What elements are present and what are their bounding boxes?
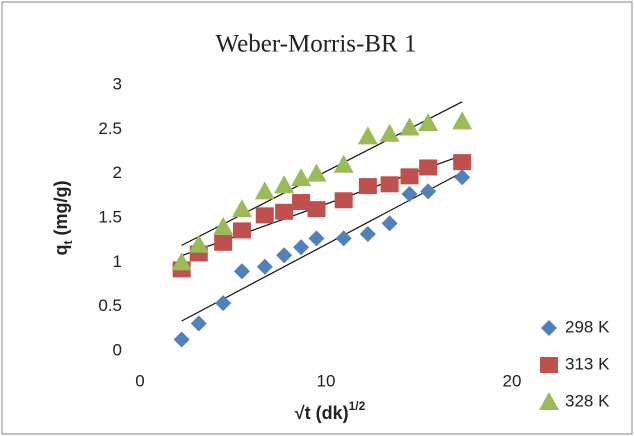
- x-label-sup: 1/2: [349, 399, 366, 413]
- legend-label: 328 K: [565, 391, 610, 410]
- marker-diamond: [276, 247, 293, 264]
- marker-diamond: [308, 230, 325, 247]
- marker-diamond: [190, 315, 207, 332]
- marker-square: [453, 154, 472, 171]
- marker-diamond: [454, 169, 471, 186]
- marker-triangle: [306, 163, 327, 182]
- marker-diamond: [401, 186, 418, 203]
- marker-square: [334, 192, 353, 209]
- chart-title: Weber-Morris-BR 1: [216, 31, 417, 58]
- y-tick-label: 3: [113, 74, 122, 93]
- marker-triangle: [399, 117, 420, 136]
- marker-diamond: [256, 258, 273, 275]
- marker-triangle: [274, 175, 295, 194]
- y-tick-label: 0.5: [98, 296, 122, 315]
- marker-diamond: [335, 230, 352, 247]
- x-tick-label: 20: [503, 371, 522, 390]
- marker-square: [232, 222, 251, 239]
- legend-label: 298 K: [565, 317, 610, 336]
- marker-diamond: [381, 215, 398, 232]
- marker-square: [214, 234, 233, 251]
- x-tick-label: 10: [317, 371, 336, 390]
- marker-triangle: [357, 126, 378, 145]
- marker-diamond: [173, 331, 190, 348]
- marker-diamond: [359, 225, 376, 242]
- marker-square: [400, 168, 419, 185]
- y-label-sub: t: [61, 241, 75, 245]
- marker-square: [275, 203, 294, 220]
- marker-square: [307, 201, 326, 218]
- marker-triangle: [539, 392, 559, 410]
- y-label-main: q: [51, 245, 71, 256]
- marker-square: [419, 159, 438, 176]
- y-tick-label: 2.5: [98, 119, 122, 138]
- legend-label: 313 K: [565, 354, 610, 373]
- y-tick-label: 1.5: [98, 207, 122, 226]
- y-tick-label: 1: [113, 252, 122, 271]
- marker-triangle: [231, 199, 252, 218]
- marker-triangle: [171, 252, 192, 271]
- x-label-main: √t (dk): [295, 403, 349, 423]
- y-tick-label: 0: [113, 340, 122, 359]
- marker-diamond: [420, 183, 437, 200]
- x-axis-label: √t (dk)1/2: [295, 399, 366, 423]
- marker-triangle: [188, 234, 209, 253]
- marker-triangle: [213, 216, 234, 235]
- marker-triangle: [452, 111, 473, 130]
- marker-square: [358, 178, 377, 195]
- marker-diamond: [233, 263, 250, 280]
- marker-triangle: [333, 154, 354, 173]
- marker-triangle: [291, 168, 312, 187]
- marker-triangle: [418, 113, 439, 132]
- trend-line: [181, 171, 463, 322]
- x-tick-label: 0: [135, 371, 144, 390]
- marker-square: [255, 207, 274, 224]
- marker-diamond: [541, 320, 557, 336]
- y-label-rest: (mg/g): [51, 181, 71, 241]
- marker-square: [380, 176, 399, 193]
- marker-diamond: [293, 239, 310, 256]
- y-axis-label: qt (mg/g): [51, 181, 75, 256]
- marker-square: [540, 357, 558, 373]
- marker-square: [292, 194, 311, 211]
- marker-diamond: [215, 295, 232, 312]
- marker-triangle: [379, 123, 400, 142]
- y-tick-label: 2: [113, 163, 122, 182]
- marker-triangle: [254, 181, 275, 200]
